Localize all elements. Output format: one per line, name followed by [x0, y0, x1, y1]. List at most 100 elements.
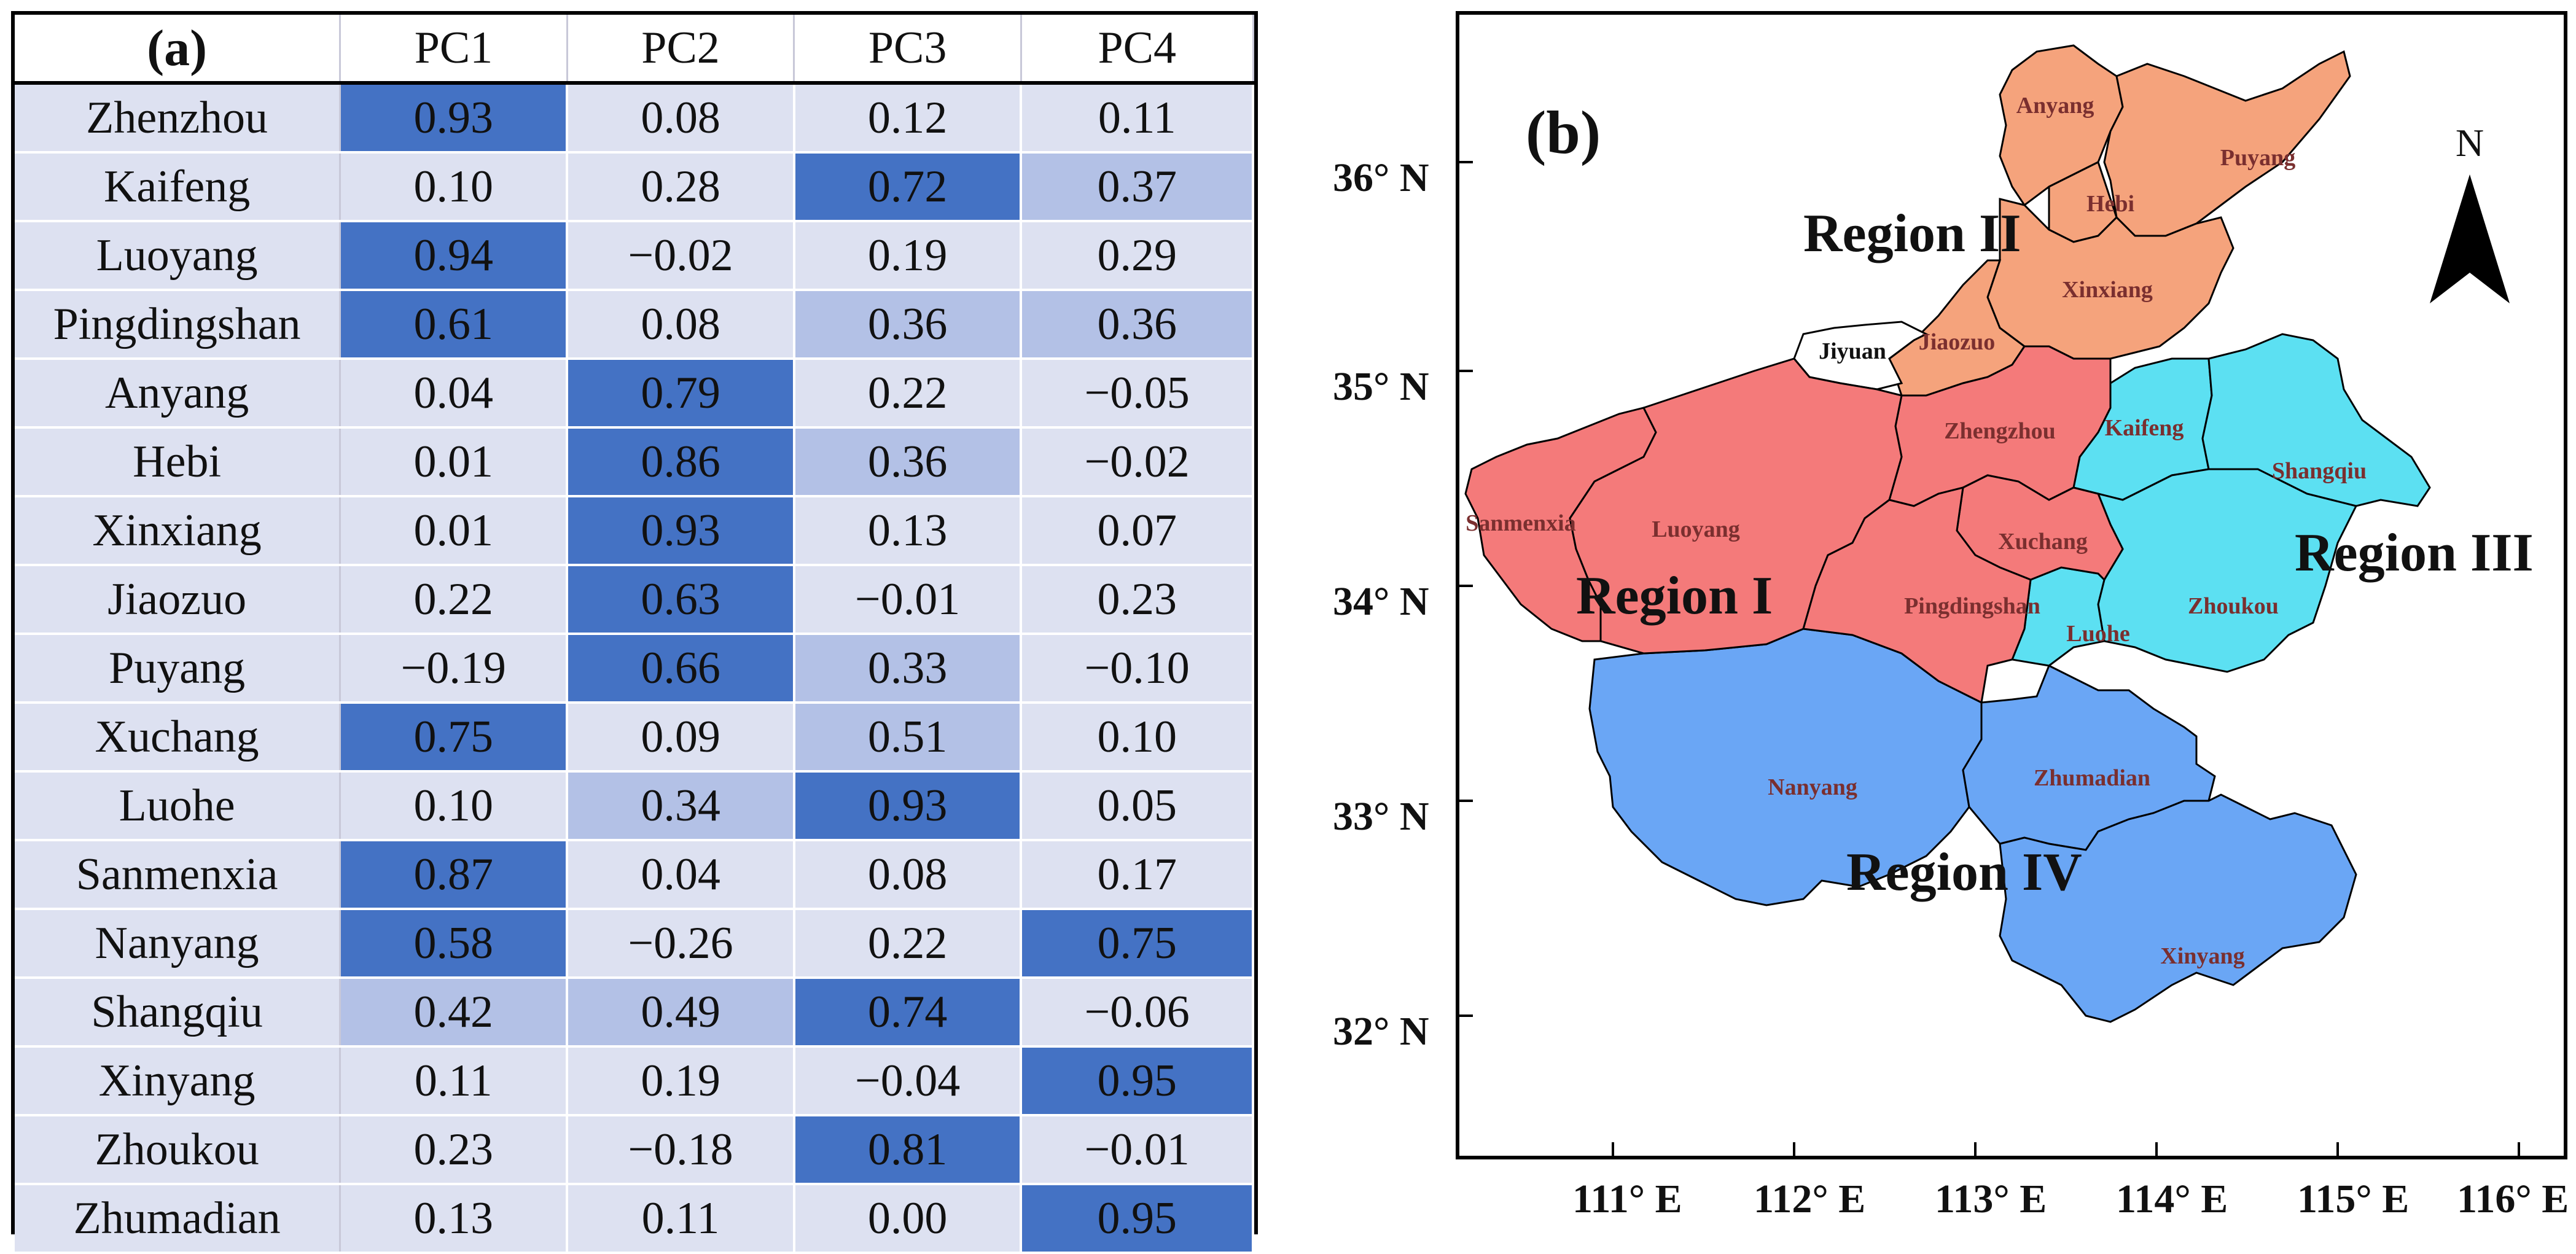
- loading-cell-pc3: 0.22: [794, 359, 1023, 429]
- row-city-name: Xinxiang: [15, 496, 342, 566]
- row-city-name: Zhoukou: [15, 1115, 342, 1185]
- puyang-area: [2103, 50, 2351, 237]
- city-label-luohe: Luohe: [2066, 621, 2129, 647]
- loading-cell-pc1: 0.87: [340, 840, 569, 910]
- longitude-ticks: [1612, 1142, 2520, 1156]
- loading-cell-pc3: 0.22: [794, 909, 1023, 979]
- region-ii-label: Region II: [1803, 204, 2021, 263]
- city-label-sanmenxia: Sanmenxia: [1466, 510, 1575, 536]
- lon-label-114: 114° E: [2116, 1177, 2228, 1221]
- loading-cell-pc4: −0.01: [1021, 1115, 1254, 1185]
- region-iv-area: [1588, 628, 2357, 1023]
- row-city-name: Luoyang: [15, 221, 342, 291]
- row-city-name: Shangqiu: [15, 978, 342, 1048]
- region-map-panel: N (b) Region II Region I Region III Regi…: [1456, 11, 2567, 1159]
- xinyang-area: [1999, 793, 2357, 1023]
- city-label-anyang: Anyang: [2016, 93, 2094, 119]
- city-labels: Anyang Puyang Hebi Xinxiang Jiaozuo Jiyu…: [1466, 93, 2367, 969]
- column-header-pc2: PC2: [567, 15, 795, 85]
- column-header-pc4: PC4: [1021, 15, 1254, 85]
- table-row: Nanyang 0.58 −0.26 0.22 0.75: [15, 909, 1254, 979]
- city-label-zhoukou: Zhoukou: [2188, 593, 2279, 619]
- city-label-puyang: Puyang: [2220, 145, 2295, 171]
- city-label-xuchang: Xuchang: [1998, 529, 2088, 555]
- loading-cell-pc1: 0.93: [340, 83, 569, 154]
- table-row: Zhenzhou 0.93 0.08 0.12 0.11: [15, 83, 1254, 154]
- henan-region-map: N (b) Region II Region I Region III Regi…: [1459, 44, 2534, 1156]
- row-city-name: Hebi: [15, 427, 342, 497]
- lon-label-113: 113° E: [1935, 1177, 2047, 1221]
- table-header-row: (a) PC1 PC2 PC3 PC4: [15, 15, 1254, 85]
- loading-cell-pc1: −0.19: [340, 634, 569, 704]
- loading-cell-pc2: 0.66: [567, 634, 795, 704]
- table-row: Luoyang 0.94 −0.02 0.19 0.29: [15, 221, 1254, 291]
- loading-cell-pc2: 0.93: [567, 496, 795, 566]
- pc-loadings-table: (a) PC1 PC2 PC3 PC4 Zhenzhou 0.93 0.08 0.12…: [15, 15, 1254, 1254]
- loading-cell-pc4: 0.75: [1021, 909, 1254, 979]
- loading-cell-pc4: 0.07: [1021, 496, 1254, 566]
- lon-label-116: 116° E: [2457, 1177, 2569, 1221]
- city-label-xinyang: Xinyang: [2160, 943, 2244, 969]
- table-row: Jiaozuo 0.22 0.63 −0.01 0.23: [15, 565, 1254, 635]
- row-city-name: Jiaozuo: [15, 565, 342, 635]
- loading-cell-pc1: 0.94: [340, 221, 569, 291]
- city-label-luoyang: Luoyang: [1652, 516, 1740, 542]
- loading-cell-pc2: 0.04: [567, 840, 795, 910]
- loading-cell-pc1: 0.01: [340, 496, 569, 566]
- loading-cell-pc2: 0.11: [567, 1184, 795, 1254]
- pingdingshan-area: [1802, 486, 2032, 704]
- loading-cell-pc4: −0.05: [1021, 359, 1254, 429]
- region-i-area: [1464, 345, 2124, 704]
- loading-cell-pc3: 0.72: [794, 152, 1023, 222]
- city-label-pingdingshan: Pingdingshan: [1904, 593, 2040, 619]
- column-header-pc3: PC3: [794, 15, 1022, 85]
- column-header-pc1: PC1: [340, 15, 568, 85]
- loading-cell-pc2: 0.09: [567, 703, 795, 773]
- city-label-hebi: Hebi: [2086, 191, 2134, 217]
- region-iv-label: Region IV: [1846, 843, 2082, 902]
- table-row: Kaifeng 0.10 0.28 0.72 0.37: [15, 152, 1254, 222]
- city-label-jiyuan: Jiyuan: [1819, 338, 1886, 364]
- loading-cell-pc4: 0.95: [1021, 1184, 1254, 1254]
- north-arrow-label: N: [2456, 121, 2484, 165]
- loading-cell-pc1: 0.42: [340, 978, 569, 1048]
- row-city-name: Zhenzhou: [15, 83, 342, 154]
- row-city-name: Pingdingshan: [15, 290, 342, 360]
- city-label-jiaozuo: Jiaozuo: [1919, 329, 1996, 355]
- lat-label-36: 36° N: [1333, 155, 1429, 200]
- loading-cell-pc1: 0.75: [340, 703, 569, 773]
- loading-cell-pc2: −0.26: [567, 909, 795, 979]
- lat-label-34: 34° N: [1333, 579, 1429, 624]
- lat-label-33: 33° N: [1333, 794, 1429, 839]
- city-label-xinxiang: Xinxiang: [2062, 277, 2153, 303]
- north-arrow-icon: [2430, 174, 2510, 303]
- city-label-zhengzhou: Zhengzhou: [1944, 418, 2056, 444]
- loadings-table-panel: (a) PC1 PC2 PC3 PC4 Zhenzhou 0.93 0.08 0.12…: [11, 11, 1258, 1254]
- loading-cell-pc4: 0.17: [1021, 840, 1254, 910]
- loading-cell-pc4: 0.95: [1021, 1046, 1254, 1116]
- loading-cell-pc1: 0.61: [340, 290, 569, 360]
- loading-cell-pc2: 0.08: [567, 83, 795, 154]
- table-row: Zhumadian 0.13 0.11 0.00 0.95: [15, 1184, 1254, 1254]
- loading-cell-pc1: 0.22: [340, 565, 569, 635]
- loading-cell-pc3: 0.13: [794, 496, 1023, 566]
- loading-cell-pc3: 0.36: [794, 290, 1023, 360]
- table-row: Xinyang 0.11 0.19 −0.04 0.95: [15, 1046, 1254, 1116]
- lon-label-111: 111° E: [1572, 1177, 1682, 1221]
- loading-cell-pc4: 0.11: [1021, 83, 1254, 154]
- table-row: Zhoukou 0.23 −0.18 0.81 −0.01: [15, 1115, 1254, 1185]
- loading-cell-pc1: 0.23: [340, 1115, 569, 1185]
- row-city-name: Xuchang: [15, 703, 342, 773]
- region-iii-area: [2010, 333, 2431, 673]
- loading-cell-pc4: 0.36: [1021, 290, 1254, 360]
- loading-cell-pc2: 0.86: [567, 427, 795, 497]
- loading-cell-pc2: −0.02: [567, 221, 795, 291]
- loading-cell-pc1: 0.04: [340, 359, 569, 429]
- loading-cell-pc2: 0.49: [567, 978, 795, 1048]
- loading-cell-pc4: 0.37: [1021, 152, 1254, 222]
- row-city-name: Nanyang: [15, 909, 342, 979]
- row-city-name: Kaifeng: [15, 152, 342, 222]
- loading-cell-pc3: 0.19: [794, 221, 1023, 291]
- loading-cell-pc3: 0.12: [794, 83, 1023, 154]
- row-city-name: Sanmenxia: [15, 840, 342, 910]
